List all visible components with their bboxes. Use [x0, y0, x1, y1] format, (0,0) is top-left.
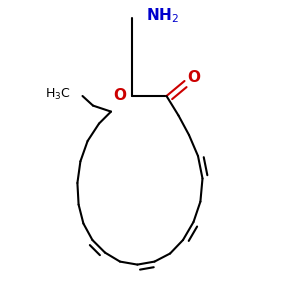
Text: O: O	[188, 70, 201, 86]
Text: O: O	[113, 88, 126, 104]
Text: NH$_2$: NH$_2$	[146, 6, 178, 25]
Text: H$_3$C: H$_3$C	[45, 87, 70, 102]
